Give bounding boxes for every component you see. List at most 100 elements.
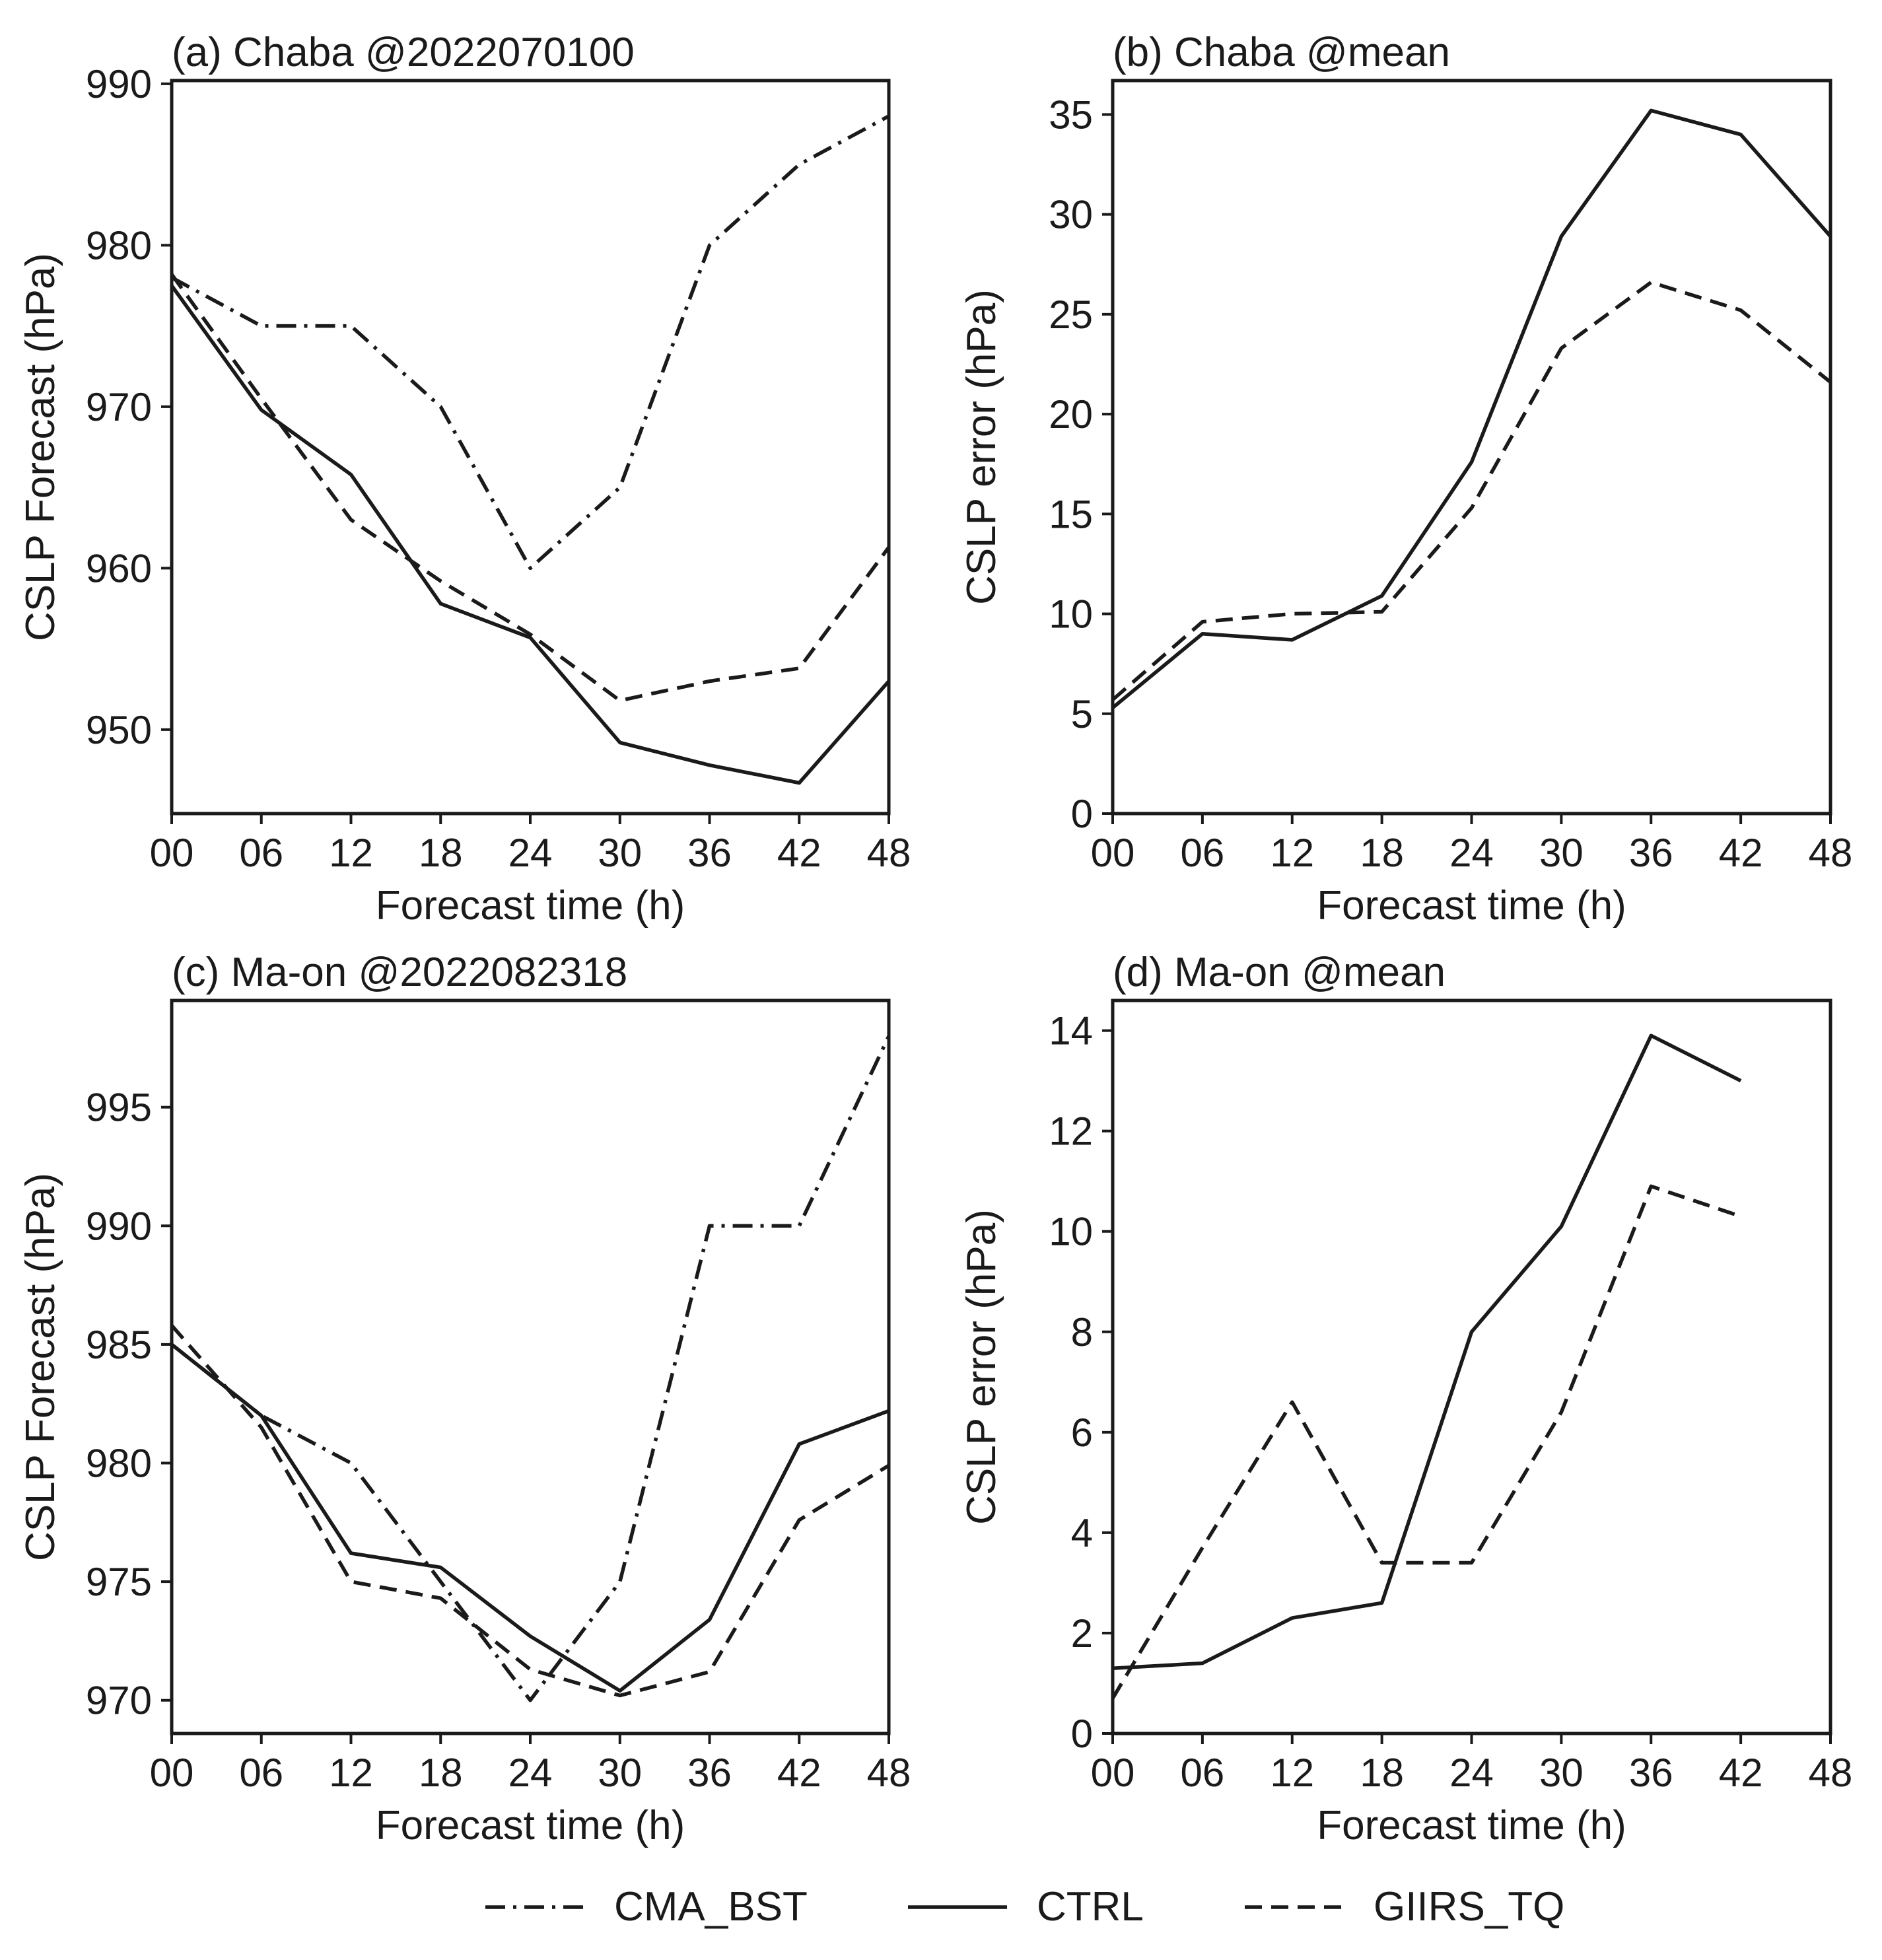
y-tick-label: 15 xyxy=(1049,492,1093,536)
plot-frame xyxy=(170,998,891,1735)
y-tick-label: 980 xyxy=(86,223,152,267)
y-tick-label: 10 xyxy=(1049,592,1093,637)
legend-label: CTRL xyxy=(1037,1884,1144,1930)
plot-frame xyxy=(1111,998,1832,1735)
x-tick-label: 36 xyxy=(1629,831,1673,875)
legend-item-cma-bst: CMA_BST xyxy=(485,1884,808,1930)
x-tick-label: 36 xyxy=(687,831,732,875)
y-axis-label: CSLP error (hPa) xyxy=(959,1209,1004,1525)
y-tick-label: 4 xyxy=(1071,1511,1093,1555)
panel-title: (c) Ma-on @2022082318 xyxy=(172,950,627,995)
x-tick-label: 18 xyxy=(419,1751,463,1795)
y-axis-label: CSLP Forecast (hPa) xyxy=(18,253,63,641)
x-tick-label: 00 xyxy=(150,1751,194,1795)
x-tick-label: 06 xyxy=(1181,1751,1225,1795)
y-tick-label: 995 xyxy=(86,1086,152,1130)
x-axis-label: Forecast time (h) xyxy=(376,1803,685,1848)
chart-panel-2: 00 06 12 18 24 30 36 42 48 970 975 980 985 990 995 (c) … xyxy=(18,950,911,1848)
panel-title: (d) Ma-on @mean xyxy=(1113,950,1446,995)
series-line-ctrl xyxy=(1113,108,1830,709)
legend-label: CMA_BST xyxy=(614,1884,808,1930)
x-tick-label: 30 xyxy=(1539,1751,1584,1795)
y-tick-label: 970 xyxy=(86,1679,152,1723)
x-tick-label: 18 xyxy=(1360,1751,1404,1795)
x-tick-label: 48 xyxy=(867,1751,911,1795)
x-tick-label: 24 xyxy=(1449,831,1494,875)
x-axis-label: Forecast time (h) xyxy=(376,883,685,928)
series-line-giirs-tq xyxy=(172,273,889,703)
y-tick-label: 35 xyxy=(1049,92,1093,137)
x-axis-label: Forecast time (h) xyxy=(1317,1803,1626,1848)
x-tick-label: 48 xyxy=(867,831,911,875)
x-tick-label: 24 xyxy=(1449,1751,1494,1795)
y-tick-label: 25 xyxy=(1049,293,1093,337)
y-axis-label: CSLP error (hPa) xyxy=(959,289,1004,605)
y-tick-label: 980 xyxy=(86,1441,152,1485)
x-tick-label: 00 xyxy=(1091,831,1135,875)
x-tick-label: 42 xyxy=(777,1751,821,1795)
x-tick-label: 06 xyxy=(1181,831,1225,875)
x-tick-label: 24 xyxy=(508,1751,553,1795)
x-tick-label: 06 xyxy=(239,1751,283,1795)
y-tick-label: 14 xyxy=(1049,1009,1093,1053)
legend-item-ctrl: CTRL xyxy=(908,1884,1144,1930)
x-tick-label: 48 xyxy=(1809,831,1853,875)
x-tick-label: 18 xyxy=(419,831,463,875)
x-tick-label: 06 xyxy=(239,831,283,875)
legend-item-giirs-tq: GIIRS_TQ xyxy=(1245,1884,1564,1930)
y-tick-label: 30 xyxy=(1049,193,1093,237)
y-tick-label: 0 xyxy=(1071,792,1093,836)
x-tick-label: 24 xyxy=(508,831,553,875)
y-tick-label: 8 xyxy=(1071,1310,1093,1354)
series-line-ctrl xyxy=(172,284,889,785)
x-tick-label: 18 xyxy=(1360,831,1404,875)
x-axis-label: Forecast time (h) xyxy=(1317,883,1626,928)
panel-title: (a) Chaba @2022070100 xyxy=(172,30,635,75)
x-tick-label: 12 xyxy=(1270,1751,1314,1795)
y-tick-label: 985 xyxy=(86,1323,152,1367)
x-tick-label: 12 xyxy=(329,831,373,875)
y-tick-label: 975 xyxy=(86,1560,152,1604)
y-tick-label: 950 xyxy=(86,708,152,752)
y-tick-label: 990 xyxy=(86,1204,152,1248)
x-tick-label: 42 xyxy=(1719,1751,1763,1795)
x-tick-label: 00 xyxy=(1091,1751,1135,1795)
chart-panel-1: 00 06 12 18 24 30 36 42 48 0 5 10 15 20 25 30 35 (b) Chab… xyxy=(959,30,1852,928)
chart-panel-0: 00 06 12 18 24 30 36 42 48 950 960 970 980 990 (a) Cha… xyxy=(18,30,911,928)
series-line-giirs-tq xyxy=(1113,1184,1741,1700)
x-tick-label: 12 xyxy=(329,1751,373,1795)
x-tick-label: 42 xyxy=(777,831,821,875)
x-tick-label: 00 xyxy=(150,831,194,875)
x-tick-label: 36 xyxy=(1629,1751,1673,1795)
y-tick-label: 2 xyxy=(1071,1611,1093,1656)
y-tick-label: 0 xyxy=(1071,1712,1093,1756)
y-tick-label: 970 xyxy=(86,385,152,429)
x-tick-label: 30 xyxy=(598,1751,642,1795)
series-line-giirs-tq xyxy=(172,1324,889,1698)
y-tick-label: 12 xyxy=(1049,1109,1093,1154)
y-axis-label: CSLP Forecast (hPa) xyxy=(18,1173,63,1561)
plot-frame xyxy=(1111,79,1832,816)
legend-label: GIIRS_TQ xyxy=(1374,1884,1564,1930)
panel-title: (b) Chaba @mean xyxy=(1113,30,1450,75)
y-tick-label: 20 xyxy=(1049,392,1093,437)
x-tick-label: 30 xyxy=(1539,831,1584,875)
y-tick-label: 6 xyxy=(1071,1411,1093,1455)
plot-frame xyxy=(170,79,891,816)
x-tick-label: 48 xyxy=(1809,1751,1853,1795)
x-tick-label: 36 xyxy=(687,1751,732,1795)
series-line-giirs-tq xyxy=(1113,280,1830,701)
y-tick-label: 5 xyxy=(1071,692,1093,736)
x-tick-label: 12 xyxy=(1270,831,1314,875)
series-line-ctrl xyxy=(1113,1033,1742,1670)
y-tick-label: 990 xyxy=(86,62,152,106)
series-line-ctrl xyxy=(172,1343,889,1693)
series-line-cma-bst xyxy=(172,114,889,571)
x-tick-label: 30 xyxy=(598,831,642,875)
series-line-cma-bst xyxy=(172,1035,889,1702)
legend: CMA_BST CTRL GIIRS_TQ xyxy=(485,1884,1564,1930)
y-tick-label: 960 xyxy=(86,546,152,590)
